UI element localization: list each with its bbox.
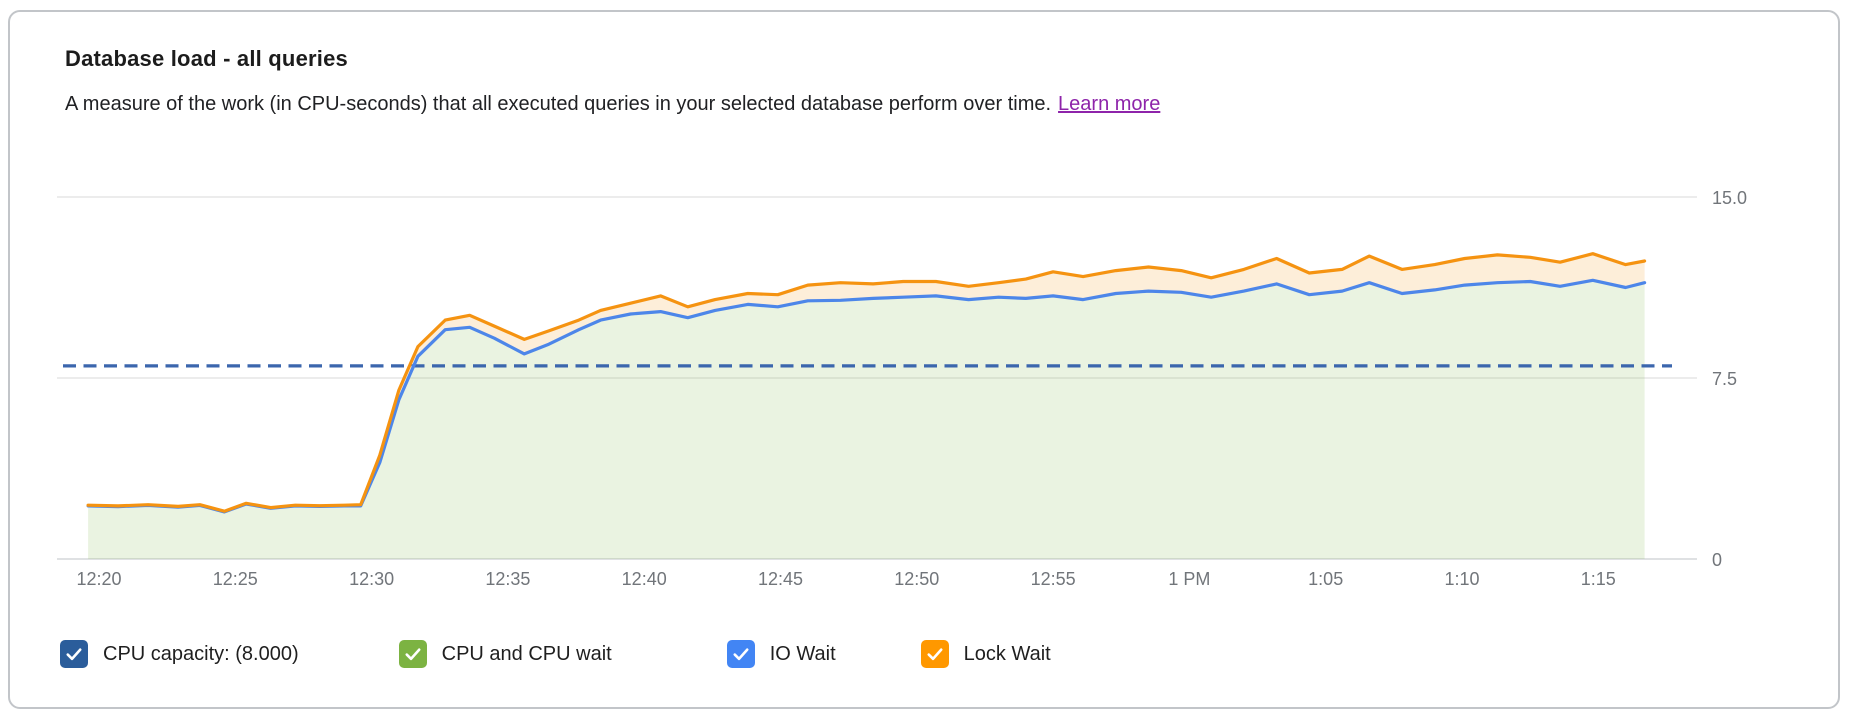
check-icon <box>733 648 749 661</box>
legend-label-cpu-and-cpu-wait: CPU and CPU wait <box>441 642 612 665</box>
card-subtitle: A measure of the work (in CPU-seconds) t… <box>65 93 1160 116</box>
subtitle-text: A measure of the work (in CPU-seconds) t… <box>65 93 1052 115</box>
page-title: Database load - all queries <box>65 46 348 71</box>
x-tick-label: 1:15 <box>1581 569 1616 589</box>
legend-label-cpu-capacity: CPU capacity: (8.000) <box>103 642 299 665</box>
x-tick-label: 1:05 <box>1308 569 1343 589</box>
legend-checkbox-cpu-capacity[interactable] <box>60 640 88 668</box>
lock-wait-line <box>86 252 1647 513</box>
legend-label-lock-wait: Lock Wait <box>963 642 1051 665</box>
x-tick-label: 12:50 <box>894 569 939 589</box>
x-tick-label: 1:10 <box>1444 569 1479 589</box>
legend-item-io-wait[interactable]: IO Wait <box>726 640 836 668</box>
learn-more-link[interactable]: Learn more <box>1058 93 1161 115</box>
x-tick-label: 1 PM <box>1168 569 1210 589</box>
lock-wait-area <box>88 253 1645 512</box>
legend-item-cpu-and-cpu-wait[interactable]: CPU and CPU wait <box>398 640 612 668</box>
x-tick-label: 12:45 <box>758 569 803 589</box>
database-load-card: Database load - all queries A measure of… <box>8 10 1840 709</box>
chart-legend: CPU capacity: (8.000) CPU and CPU wait I… <box>60 640 1051 668</box>
y-tick-label: 7.5 <box>1712 369 1737 389</box>
database-load-chart[interactable]: 15.0 7.5 0 12:20 12:25 12:30 12:35 12:40 12:45 12… <box>10 142 1842 612</box>
cpu-and-cpu-wait-area <box>88 280 1645 559</box>
check-icon <box>66 648 82 661</box>
legend-checkbox-cpu-and-cpu-wait[interactable] <box>398 640 427 668</box>
legend-checkbox-lock-wait[interactable] <box>920 640 949 668</box>
legend-label-io-wait: IO Wait <box>769 642 836 665</box>
x-tick-label: 12:55 <box>1031 569 1076 589</box>
x-tick-label: 12:30 <box>349 569 394 589</box>
x-tick-label: 12:20 <box>76 569 121 589</box>
legend-item-cpu-capacity[interactable]: CPU capacity: (8.000) <box>60 640 299 668</box>
legend-checkbox-io-wait[interactable] <box>726 640 755 668</box>
x-tick-label: 12:40 <box>622 569 667 589</box>
x-tick-label: 12:35 <box>485 569 530 589</box>
y-tick-label: 15.0 <box>1712 188 1747 208</box>
check-icon <box>927 648 943 661</box>
x-tick-label: 12:25 <box>213 569 258 589</box>
legend-item-lock-wait[interactable]: Lock Wait <box>920 640 1051 668</box>
y-tick-label: 0 <box>1712 550 1722 570</box>
check-icon <box>405 648 421 661</box>
